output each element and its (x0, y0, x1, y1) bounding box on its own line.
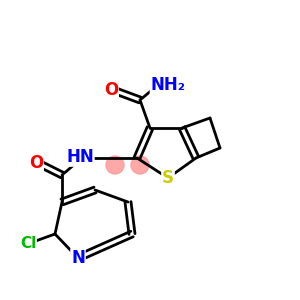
Text: NH₂: NH₂ (151, 76, 185, 94)
Text: O: O (29, 154, 43, 172)
Circle shape (131, 156, 149, 174)
Text: O: O (104, 81, 118, 99)
Circle shape (106, 156, 124, 174)
Text: HN: HN (66, 148, 94, 166)
Text: Cl: Cl (20, 236, 36, 250)
Text: S: S (162, 169, 174, 187)
Text: N: N (71, 249, 85, 267)
